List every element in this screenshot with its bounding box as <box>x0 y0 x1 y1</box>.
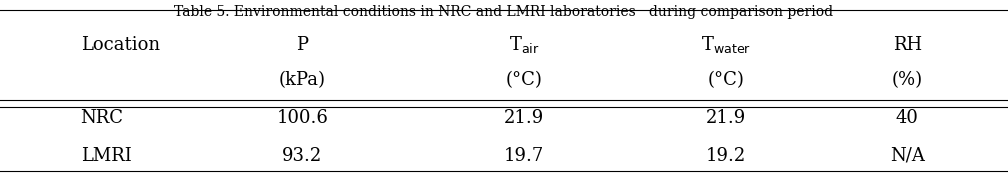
Text: Location: Location <box>81 36 159 54</box>
Text: 19.7: 19.7 <box>504 147 544 165</box>
Text: 19.2: 19.2 <box>706 147 746 165</box>
Text: NRC: NRC <box>81 109 124 127</box>
Text: T$_\mathrm{air}$: T$_\mathrm{air}$ <box>509 34 539 56</box>
Text: T$_\mathrm{water}$: T$_\mathrm{water}$ <box>701 34 751 56</box>
Text: (°C): (°C) <box>506 71 542 89</box>
Text: 93.2: 93.2 <box>282 147 323 165</box>
Text: 21.9: 21.9 <box>504 109 544 127</box>
Text: (kPa): (kPa) <box>279 71 326 89</box>
Text: RH: RH <box>893 36 921 54</box>
Text: N/A: N/A <box>890 147 924 165</box>
Text: (°C): (°C) <box>708 71 744 89</box>
Text: Table 5. Environmental conditions in NRC and LMRI laboratories   during comparis: Table 5. Environmental conditions in NRC… <box>174 5 834 19</box>
Text: 21.9: 21.9 <box>706 109 746 127</box>
Text: LMRI: LMRI <box>81 147 131 165</box>
Text: P: P <box>296 36 308 54</box>
Text: (%): (%) <box>892 71 922 89</box>
Text: 40: 40 <box>896 109 918 127</box>
Text: 100.6: 100.6 <box>276 109 329 127</box>
